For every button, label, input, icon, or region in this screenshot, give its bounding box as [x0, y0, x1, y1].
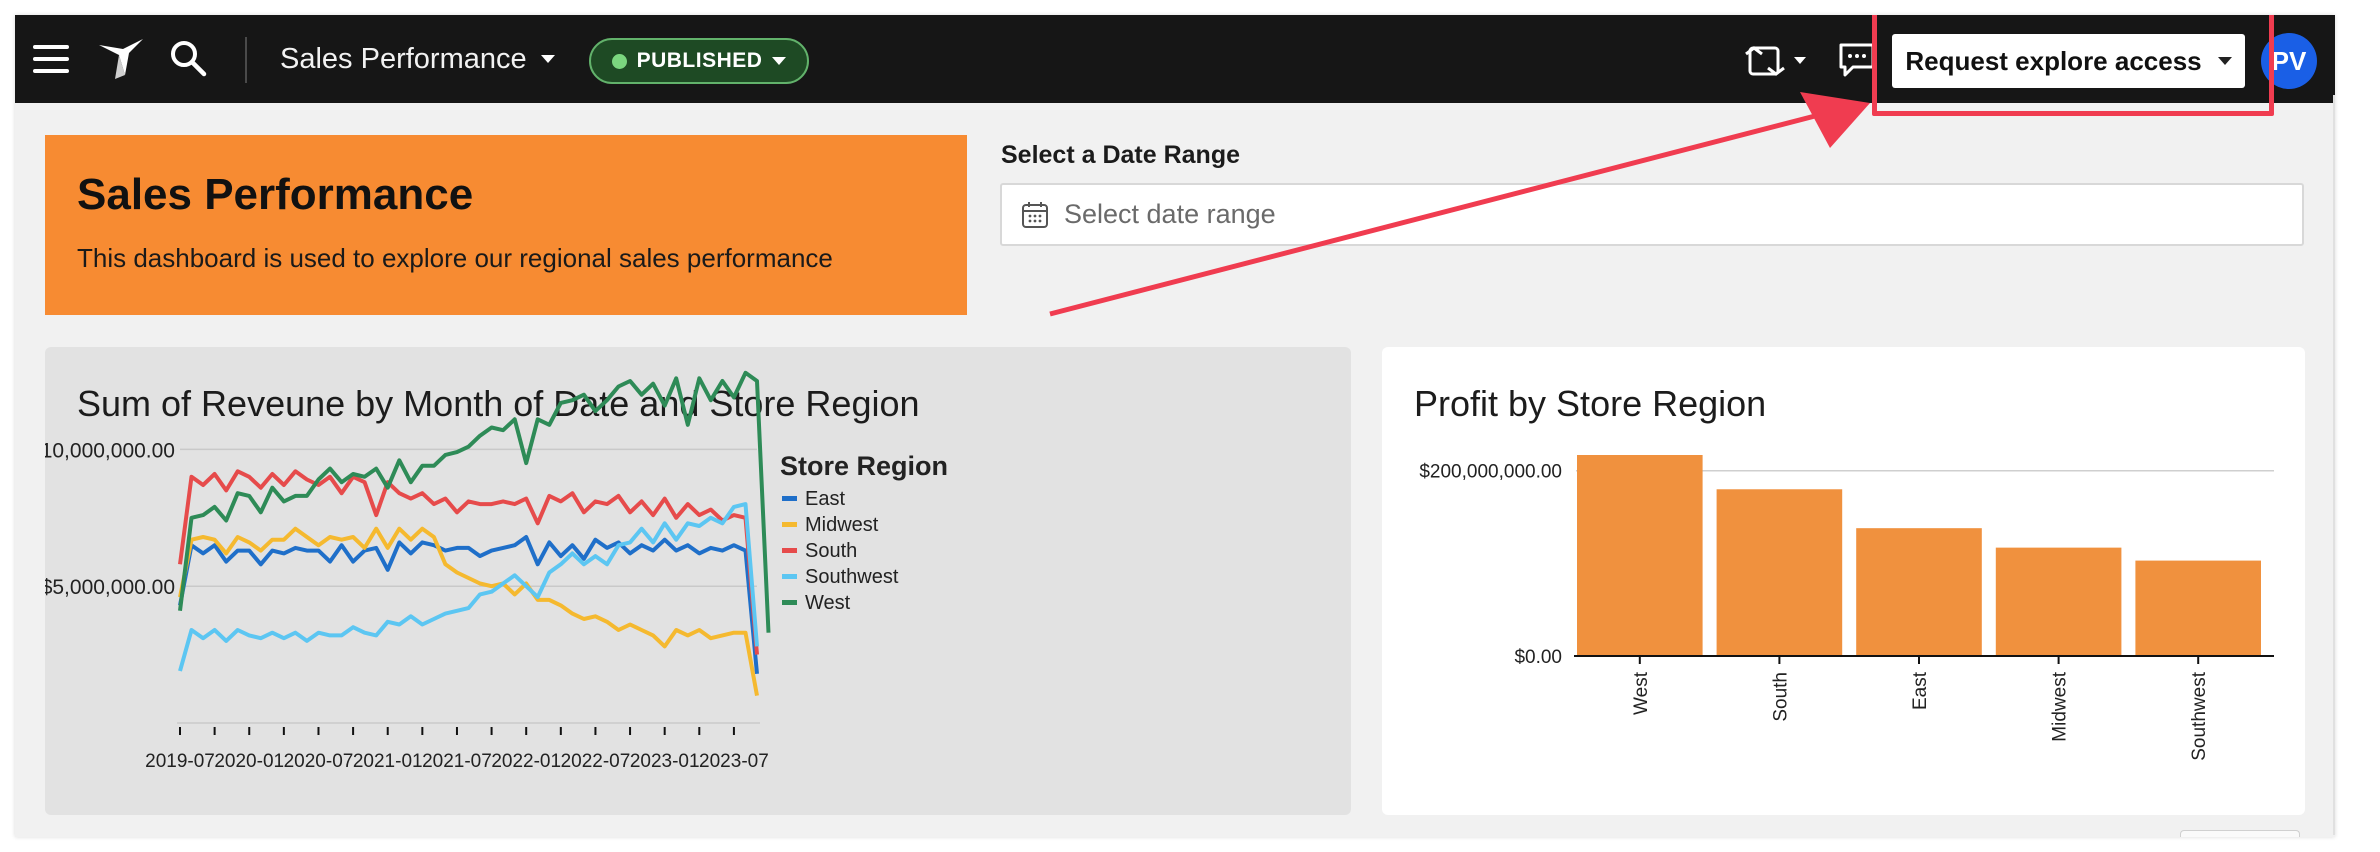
x-tick-label: 2020-07: [284, 751, 354, 772]
x-tick-label: 2019-07: [145, 751, 215, 772]
chevron-down-icon: [2217, 57, 2232, 65]
bar-east: [1856, 528, 1982, 656]
toolbar-divider: [245, 37, 247, 83]
series-line-west: [178, 370, 771, 633]
page-tab-stub: [2180, 830, 2300, 837]
profit-bar-chart: $200,000,000.00 $0.00 West South East Midwest…: [1419, 455, 2274, 761]
legend-swatch: [782, 574, 797, 579]
line-chart-title: Sum of Reveune by Month of Date and Stor…: [77, 383, 920, 424]
legend-label: Midwest: [805, 514, 879, 536]
user-avatar[interactable]: PV: [2261, 33, 2317, 89]
status-dot-icon: [611, 53, 627, 69]
date-range-placeholder: Select date range: [1064, 199, 1276, 229]
x-tick-label: Midwest: [2050, 671, 2071, 741]
x-tick-label: 2022-01: [491, 751, 561, 772]
x-tick-label: West: [1631, 671, 1652, 715]
bar-southwest: [2135, 560, 2261, 656]
hamburger-menu-icon[interactable]: [29, 37, 73, 81]
profit-bar-chart-card[interactable]: Profit by Store Region $200,000,000.00 $0…: [1382, 347, 2305, 815]
x-tick-label: Southwest: [2189, 671, 2210, 760]
chevron-down-icon: [1794, 56, 1806, 64]
y-tick-label: $200,000,000.00: [1419, 462, 1562, 483]
x-tick-label: 2023-01: [630, 751, 700, 772]
published-status-button[interactable]: PUBLISHED: [589, 38, 809, 84]
x-tick-label: South: [1770, 672, 1791, 722]
legend-label: Southwest: [805, 566, 899, 588]
series-line-midwest: [178, 526, 759, 696]
avatar-initials: PV: [2271, 45, 2307, 76]
date-range-input[interactable]: Select date range: [1000, 183, 2304, 246]
y-tick-label: $10,000,000.00: [45, 439, 175, 462]
x-tick-label: 2020-01: [214, 751, 284, 772]
dashboard-header-card: Sales Performance This dashboard is used…: [45, 135, 967, 315]
x-tick-label: 2021-07: [422, 751, 492, 772]
x-tick-label: 2022-07: [561, 751, 631, 772]
search-icon[interactable]: [165, 35, 211, 81]
date-range-label: Select a Date Range: [1001, 141, 1240, 169]
legend-swatch: [782, 548, 797, 553]
bar-west: [1577, 455, 1703, 656]
series-line-east: [178, 535, 759, 674]
chevron-down-icon: [772, 57, 787, 65]
swap-icon: [1745, 46, 1785, 76]
legend-swatch: [782, 496, 797, 501]
workbook-title: Sales Performance: [280, 42, 527, 75]
x-tick-label: 2021-01: [353, 751, 423, 772]
bar-chart-title: Profit by Store Region: [1414, 383, 1767, 424]
comment-icon[interactable]: [1832, 37, 1882, 83]
chevron-down-icon: [540, 55, 555, 63]
workbook-title-menu[interactable]: Sales Performance: [280, 41, 555, 77]
dashboard-title: Sales Performance: [77, 170, 474, 219]
revenue-line-chart: $10,000,000.00$5,000,000.002019-072020-0…: [45, 370, 948, 772]
legend-title: Store Region: [780, 451, 948, 481]
y-tick-label: $0.00: [1514, 647, 1562, 668]
scrollbar-track: [2333, 95, 2335, 835]
bar-midwest: [1995, 547, 2122, 656]
request-explore-access-button[interactable]: Request explore access: [1892, 34, 2245, 88]
status-label: PUBLISHED: [636, 49, 763, 72]
sigma-logo-icon[interactable]: [95, 35, 147, 83]
series-line-southwest: [178, 502, 759, 672]
legend-swatch: [782, 600, 797, 605]
legend-label: East: [805, 488, 845, 510]
top-navigation-bar: Sales Performance PUBLISHED Request expl…: [15, 15, 2335, 103]
legend-label: South: [805, 540, 857, 562]
swap-version-button[interactable]: [1735, 37, 1815, 83]
request-button-label: Request explore access: [1905, 45, 2202, 76]
series-line-south: [178, 469, 759, 655]
x-tick-label: East: [1910, 671, 1931, 710]
revenue-line-chart-card[interactable]: Sum of Reveune by Month of Date and Stor…: [45, 347, 1351, 815]
legend-swatch: [782, 522, 797, 527]
app-window: Sales Performance PUBLISHED Request expl…: [15, 15, 2335, 837]
calendar-icon: [1022, 201, 1048, 228]
bar-south: [1716, 489, 1843, 656]
dashboard-description: This dashboard is used to explore our re…: [77, 243, 833, 274]
x-tick-label: 2023-07: [699, 751, 769, 772]
legend-label: West: [805, 592, 851, 614]
y-tick-label: $5,000,000.00: [45, 576, 175, 599]
